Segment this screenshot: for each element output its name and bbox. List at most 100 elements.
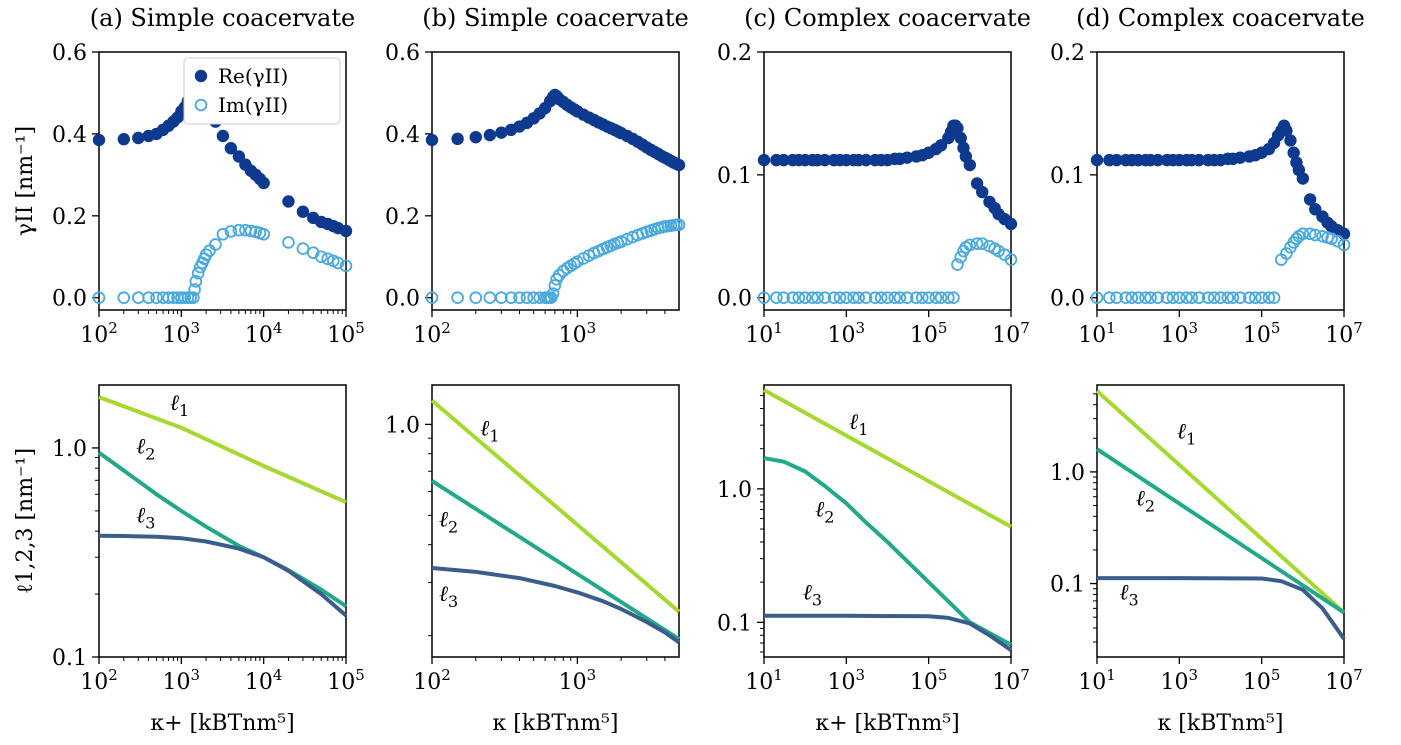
data-point — [770, 291, 783, 305]
data-point — [963, 158, 977, 172]
data-point — [1125, 291, 1139, 305]
data-point — [900, 291, 914, 305]
data-point — [257, 176, 270, 190]
data-point — [1160, 291, 1174, 305]
y-tick-label: 0.0 — [52, 287, 87, 312]
series-im — [1090, 227, 1351, 305]
data-point — [947, 291, 960, 305]
curve-l2 — [763, 456, 1012, 647]
data-point — [571, 255, 584, 268]
x-tick-label: 102 — [413, 666, 451, 695]
axes-bottom-a: 102 103 104 105 0.1 1.0 — [52, 384, 365, 695]
curve-l3 — [98, 533, 348, 618]
data-point — [818, 153, 832, 167]
y-tick-label: 0.1 — [1050, 164, 1085, 189]
data-point — [798, 291, 812, 305]
data-point — [142, 291, 155, 305]
data-point — [469, 130, 482, 144]
data-point — [1110, 153, 1123, 167]
legend-label-re: Re(γII) — [218, 64, 288, 88]
data-point — [1004, 253, 1018, 266]
data-point — [1262, 291, 1276, 305]
data-point — [451, 132, 464, 146]
data-point — [1090, 291, 1104, 305]
y-axis-label: γII [nm⁻¹] — [13, 126, 38, 236]
data-point — [117, 133, 130, 146]
data-point — [672, 158, 686, 172]
data-point — [209, 238, 222, 251]
series-re — [1090, 119, 1351, 241]
x-tick-label: 105 — [327, 319, 365, 348]
data-point — [1248, 291, 1262, 305]
curve-l2 — [430, 479, 681, 641]
y-tick-label: 0.1 — [1050, 573, 1085, 598]
axes-frame — [98, 384, 347, 658]
y-tick-label: 0.1 — [717, 611, 752, 636]
data-point — [792, 291, 806, 305]
curve-label-l2: ℓ2 — [136, 435, 155, 464]
data-point — [331, 256, 345, 270]
data-point — [757, 153, 771, 167]
curve-l1 — [430, 398, 681, 614]
data-point — [1004, 217, 1018, 231]
y-tick-label: 1.0 — [52, 437, 87, 462]
data-point — [483, 128, 497, 142]
data-point — [189, 275, 203, 288]
curve-label-l1: ℓ1 — [849, 410, 868, 439]
series-re — [425, 88, 686, 172]
x-tick-label: 103 — [559, 319, 597, 348]
data-point — [1221, 291, 1235, 305]
x-tick-label: 101 — [1078, 319, 1116, 348]
curve-label-l2: ℓ2 — [1136, 487, 1155, 516]
data-point — [425, 291, 439, 305]
data-point — [495, 126, 508, 139]
axes-top-b: 102 103 0.0 0.2 0.4 0.6 — [385, 41, 680, 348]
curve-l1 — [763, 388, 1012, 529]
x-tick-label: 102 — [80, 666, 118, 695]
data-point — [852, 291, 866, 305]
data-point — [1103, 291, 1116, 305]
x-tick-label: 105 — [1243, 319, 1281, 348]
legend-marker-re — [194, 69, 208, 83]
data-point — [777, 291, 790, 305]
series-re — [757, 119, 1018, 231]
data-point — [187, 291, 200, 305]
data-point — [314, 250, 328, 264]
curve-label-l1: ℓ1 — [170, 391, 189, 420]
series-im — [425, 218, 686, 305]
curve-l3 — [1097, 576, 1346, 640]
data-point — [1180, 291, 1193, 305]
data-point — [1090, 153, 1104, 167]
data-point — [868, 291, 882, 305]
data-point — [282, 195, 295, 208]
axes-top-a: 102 103 104 105 0.0 0.2 0.4 0.6 — [52, 41, 365, 348]
data-point — [888, 291, 902, 305]
x-tick-label: 107 — [1325, 319, 1363, 348]
data-point — [881, 291, 894, 305]
data-point — [806, 291, 819, 305]
data-point — [1192, 291, 1206, 305]
x-tick-label: 101 — [1078, 666, 1116, 695]
y-tick-label: 0.4 — [52, 123, 87, 148]
axes-top-d: 101 103 105 107 0.0 0.1 0.2 — [1050, 41, 1363, 348]
legend-box — [183, 57, 341, 125]
data-point — [847, 291, 860, 305]
data-point — [874, 291, 888, 305]
data-point — [963, 238, 977, 252]
data-point — [1201, 291, 1215, 305]
data-point — [1267, 291, 1281, 305]
data-point — [1192, 153, 1206, 167]
curve-label-l3: ℓ3 — [803, 581, 822, 610]
axes-frame — [431, 384, 680, 658]
y-tick-label: 0.2 — [385, 205, 420, 230]
data-point — [1287, 146, 1300, 159]
curve-label-l1: ℓ1 — [480, 416, 499, 445]
x-tick-label: 105 — [1243, 666, 1281, 695]
axes-frame — [763, 384, 1012, 658]
curve-l3 — [431, 566, 681, 645]
y-axis-label: ℓ1,2,3 [nm⁻¹] — [13, 448, 38, 594]
x-tick-label: 103 — [828, 319, 866, 348]
x-axis-label: κ+ [kBTnm⁵] — [815, 711, 959, 736]
curve-label-l2: ℓ2 — [815, 498, 834, 527]
y-tick-label: 0.1 — [52, 646, 87, 671]
